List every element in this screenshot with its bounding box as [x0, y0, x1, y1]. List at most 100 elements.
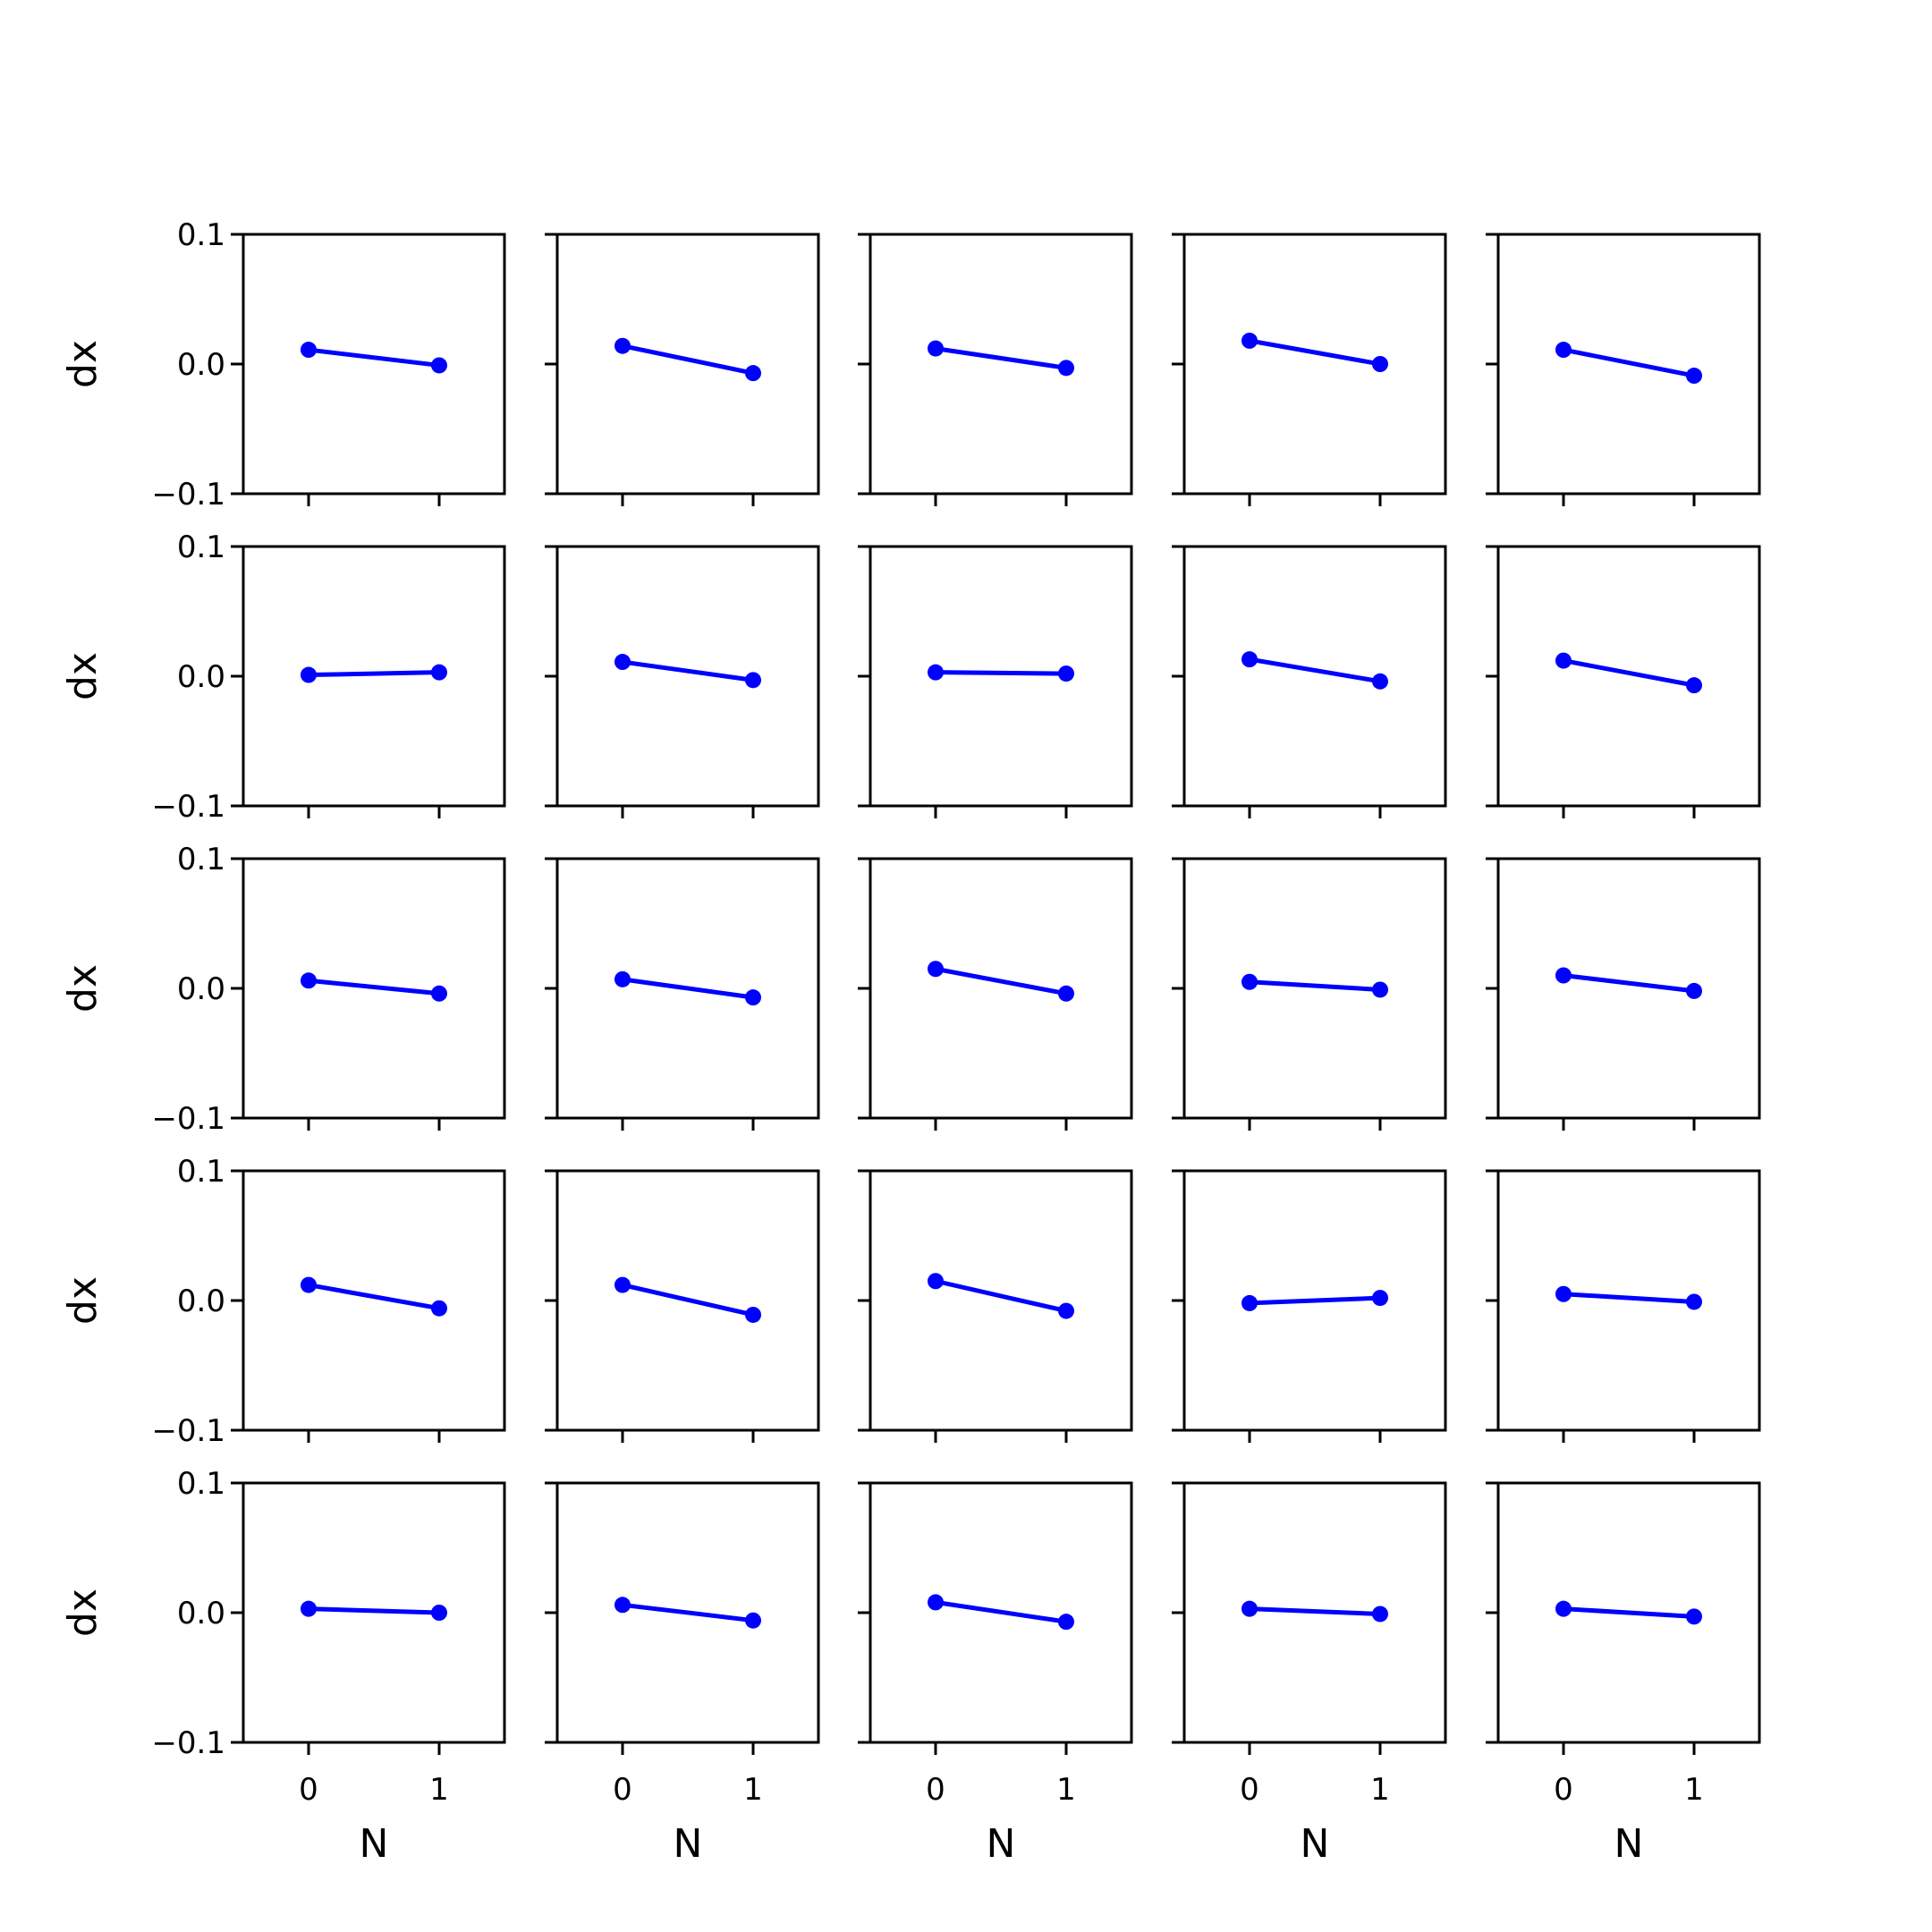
subplot-r5-c5: 0 1 N	[1486, 1481, 1761, 1867]
series-line	[622, 1283, 754, 1318]
data-point	[1058, 360, 1074, 377]
data-point	[431, 985, 447, 1002]
y-axis-label: dx	[60, 652, 106, 700]
series-line	[308, 670, 440, 678]
data-point	[1686, 677, 1702, 694]
data-point	[614, 654, 631, 671]
y-tick-label: 0.0	[177, 347, 225, 383]
x-tick-label: 0	[1240, 1772, 1259, 1808]
series-line	[1563, 658, 1695, 688]
subplot-r5-c1: 0.1 0.0 −0.1 0 1 dx N	[60, 1466, 506, 1867]
subplot-r2-c2	[545, 545, 820, 818]
data-point	[1372, 1290, 1388, 1307]
data-point	[1372, 981, 1388, 998]
subplot-r3-c4	[1172, 857, 1447, 1131]
y-tick-label: −0.1	[151, 789, 225, 825]
data-point	[1555, 1600, 1572, 1617]
y-axis-label: dx	[60, 964, 106, 1013]
y-tick-label: 0.0	[177, 971, 225, 1007]
data-point	[928, 1273, 944, 1290]
y-tick-label: 0.0	[177, 1284, 225, 1319]
series-line	[1563, 1292, 1695, 1304]
data-point	[1058, 985, 1074, 1002]
subplot-r1-c4	[1172, 233, 1447, 506]
data-point	[1058, 1614, 1074, 1631]
x-tick-label: 1	[1056, 1772, 1076, 1808]
subplot-r4-c4	[1172, 1169, 1447, 1443]
x-tick-label: 0	[1554, 1772, 1573, 1808]
data-point	[301, 342, 317, 359]
subplot-r2-c5	[1486, 545, 1761, 818]
data-point	[1372, 1606, 1388, 1623]
subplot-r3-c3	[858, 857, 1133, 1131]
subplot-r1-c3	[858, 233, 1133, 506]
x-axis-label: N	[987, 1821, 1016, 1867]
data-point	[1241, 1600, 1258, 1617]
x-axis-label: N	[674, 1821, 703, 1867]
x-tick-label: 1	[1684, 1772, 1704, 1808]
data-point	[614, 970, 631, 987]
x-tick-label: 0	[613, 1772, 632, 1808]
series-line	[622, 659, 754, 682]
series-line	[1563, 347, 1695, 378]
y-tick-label: 0.1	[177, 842, 225, 877]
subplot-grid: 0.10.0−0.1dx0.10.0−0.1dx0.10.0−0.1dx0.10…	[60, 217, 1761, 1867]
series-line	[622, 343, 754, 376]
data-point	[928, 961, 944, 978]
data-point	[431, 1605, 447, 1621]
data-point	[1555, 967, 1572, 984]
x-axis-label: N	[360, 1821, 389, 1867]
series-line	[935, 670, 1067, 676]
y-tick-label: −0.1	[151, 477, 225, 513]
y-tick-label: −0.1	[151, 1725, 225, 1761]
data-point	[1241, 651, 1258, 668]
data-point	[301, 666, 317, 683]
data-point	[928, 664, 944, 681]
subplot-r4-c5	[1486, 1169, 1761, 1443]
x-axis-label: N	[1301, 1821, 1330, 1867]
subplot-r4-c3	[858, 1169, 1133, 1443]
data-point	[745, 1612, 761, 1629]
x-tick-label: 0	[926, 1772, 945, 1808]
y-tick-label: 0.1	[177, 1466, 225, 1502]
data-point	[745, 989, 761, 1006]
series-line	[1249, 1606, 1381, 1616]
data-point	[614, 337, 631, 354]
subplot-r4-c2	[545, 1169, 820, 1443]
series-line	[935, 346, 1067, 370]
series-line	[308, 978, 440, 996]
x-tick-label: 1	[1370, 1772, 1390, 1808]
series-line	[935, 1599, 1067, 1624]
subplot-r2-c1: 0.1 0.0 −0.1 dx	[60, 530, 506, 825]
y-tick-label: −0.1	[151, 1413, 225, 1449]
data-point	[745, 365, 761, 382]
series-line	[622, 1602, 754, 1623]
data-point	[431, 664, 447, 681]
y-tick-label: 0.1	[177, 530, 225, 565]
data-point	[614, 1276, 631, 1293]
series-line	[1249, 1295, 1381, 1306]
data-point	[1241, 1294, 1258, 1311]
data-point	[431, 1300, 447, 1317]
series-line	[308, 1606, 440, 1615]
y-axis-label: dx	[60, 1276, 106, 1325]
subplot-r5-c2: 0 1 N	[545, 1481, 820, 1867]
y-tick-label: 0.0	[177, 1596, 225, 1631]
y-tick-label: 0.0	[177, 659, 225, 695]
x-tick-label: 1	[743, 1772, 763, 1808]
y-tick-label: −0.1	[151, 1101, 225, 1137]
data-point	[1555, 652, 1572, 669]
data-point	[928, 340, 944, 357]
series-line	[1563, 973, 1695, 994]
data-point	[1241, 973, 1258, 990]
data-point	[928, 1594, 944, 1611]
subplot-r2-c4	[1172, 545, 1447, 818]
data-point	[1058, 665, 1074, 682]
data-point	[1686, 982, 1702, 999]
y-axis-label: dx	[60, 1589, 106, 1637]
data-point	[1555, 342, 1572, 359]
subplot-r5-c3: 0 1 N	[858, 1481, 1133, 1867]
data-point	[1555, 1285, 1572, 1302]
series-line	[1563, 1606, 1695, 1619]
x-axis-label: N	[1614, 1821, 1644, 1867]
